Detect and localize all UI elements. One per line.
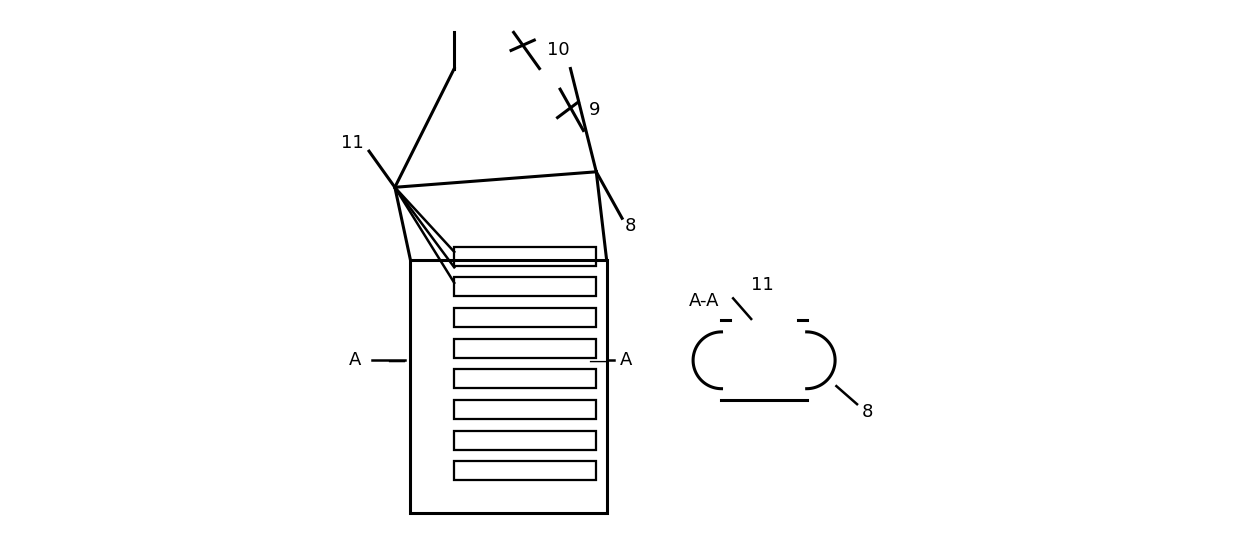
Text: A-A: A-A bbox=[689, 292, 720, 310]
Text: A: A bbox=[349, 352, 362, 370]
Text: —: — bbox=[387, 352, 405, 370]
Text: 11: 11 bbox=[751, 276, 774, 294]
Text: 8: 8 bbox=[862, 403, 873, 421]
Text: 11: 11 bbox=[341, 135, 364, 153]
Text: 9: 9 bbox=[589, 101, 600, 119]
Text: 8: 8 bbox=[624, 217, 636, 235]
Text: A: A bbox=[620, 352, 632, 370]
Text: 10: 10 bbox=[548, 41, 570, 59]
Text: —: — bbox=[589, 352, 607, 370]
